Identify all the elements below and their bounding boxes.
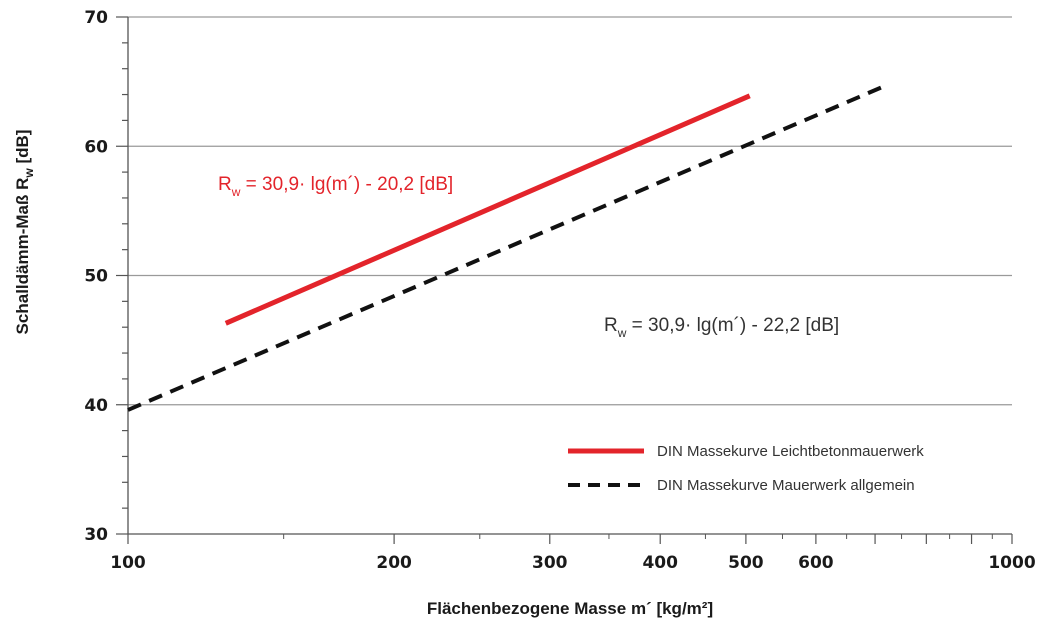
y-ticks: 30 40 50 60 70 [84,8,128,545]
equation-black: Rw = 30,9· lg(m´) - 22,2 [dB] [604,315,839,340]
y-tick-label-30: 30 [84,525,108,545]
legend: DIN Massekurve Leichtbetonmauerwerk DIN … [568,443,924,494]
grid-lines [128,16,1012,406]
y-tick-label-50: 50 [84,267,108,287]
y-tick-label-40: 40 [84,396,108,416]
series-line-mauerwerk [127,83,887,412]
x-tick-label-600: 600 [798,553,834,573]
legend-label-black: DIN Massekurve Mauerwerk allgemein [657,477,915,494]
x-tick-label-100: 100 [110,553,146,573]
equation-red: Rw = 30,9· lg(m´) - 20,2 [dB] [218,174,453,199]
y-tick-label-60: 60 [84,137,108,157]
x-tick-label-1000: 1000 [988,553,1035,573]
x-tick-label-500: 500 [728,553,764,573]
series [127,83,887,412]
x-axis-title: Flächenbezogene Masse m´ [kg/m²] [427,599,713,618]
x-tick-label-200: 200 [376,553,412,573]
x-tick-label-300: 300 [532,553,568,573]
y-tick-label-70: 70 [84,8,108,28]
x-ticks: 100 200 300 400 500 600 1000 [110,534,1036,573]
x-tick-label-400: 400 [642,553,678,573]
series-line-leichtbeton [224,93,751,326]
y-axis-title: Schalldämm-Maß Rw [dB] [13,130,36,335]
legend-label-red: DIN Massekurve Leichtbetonmauerwerk [657,443,924,460]
